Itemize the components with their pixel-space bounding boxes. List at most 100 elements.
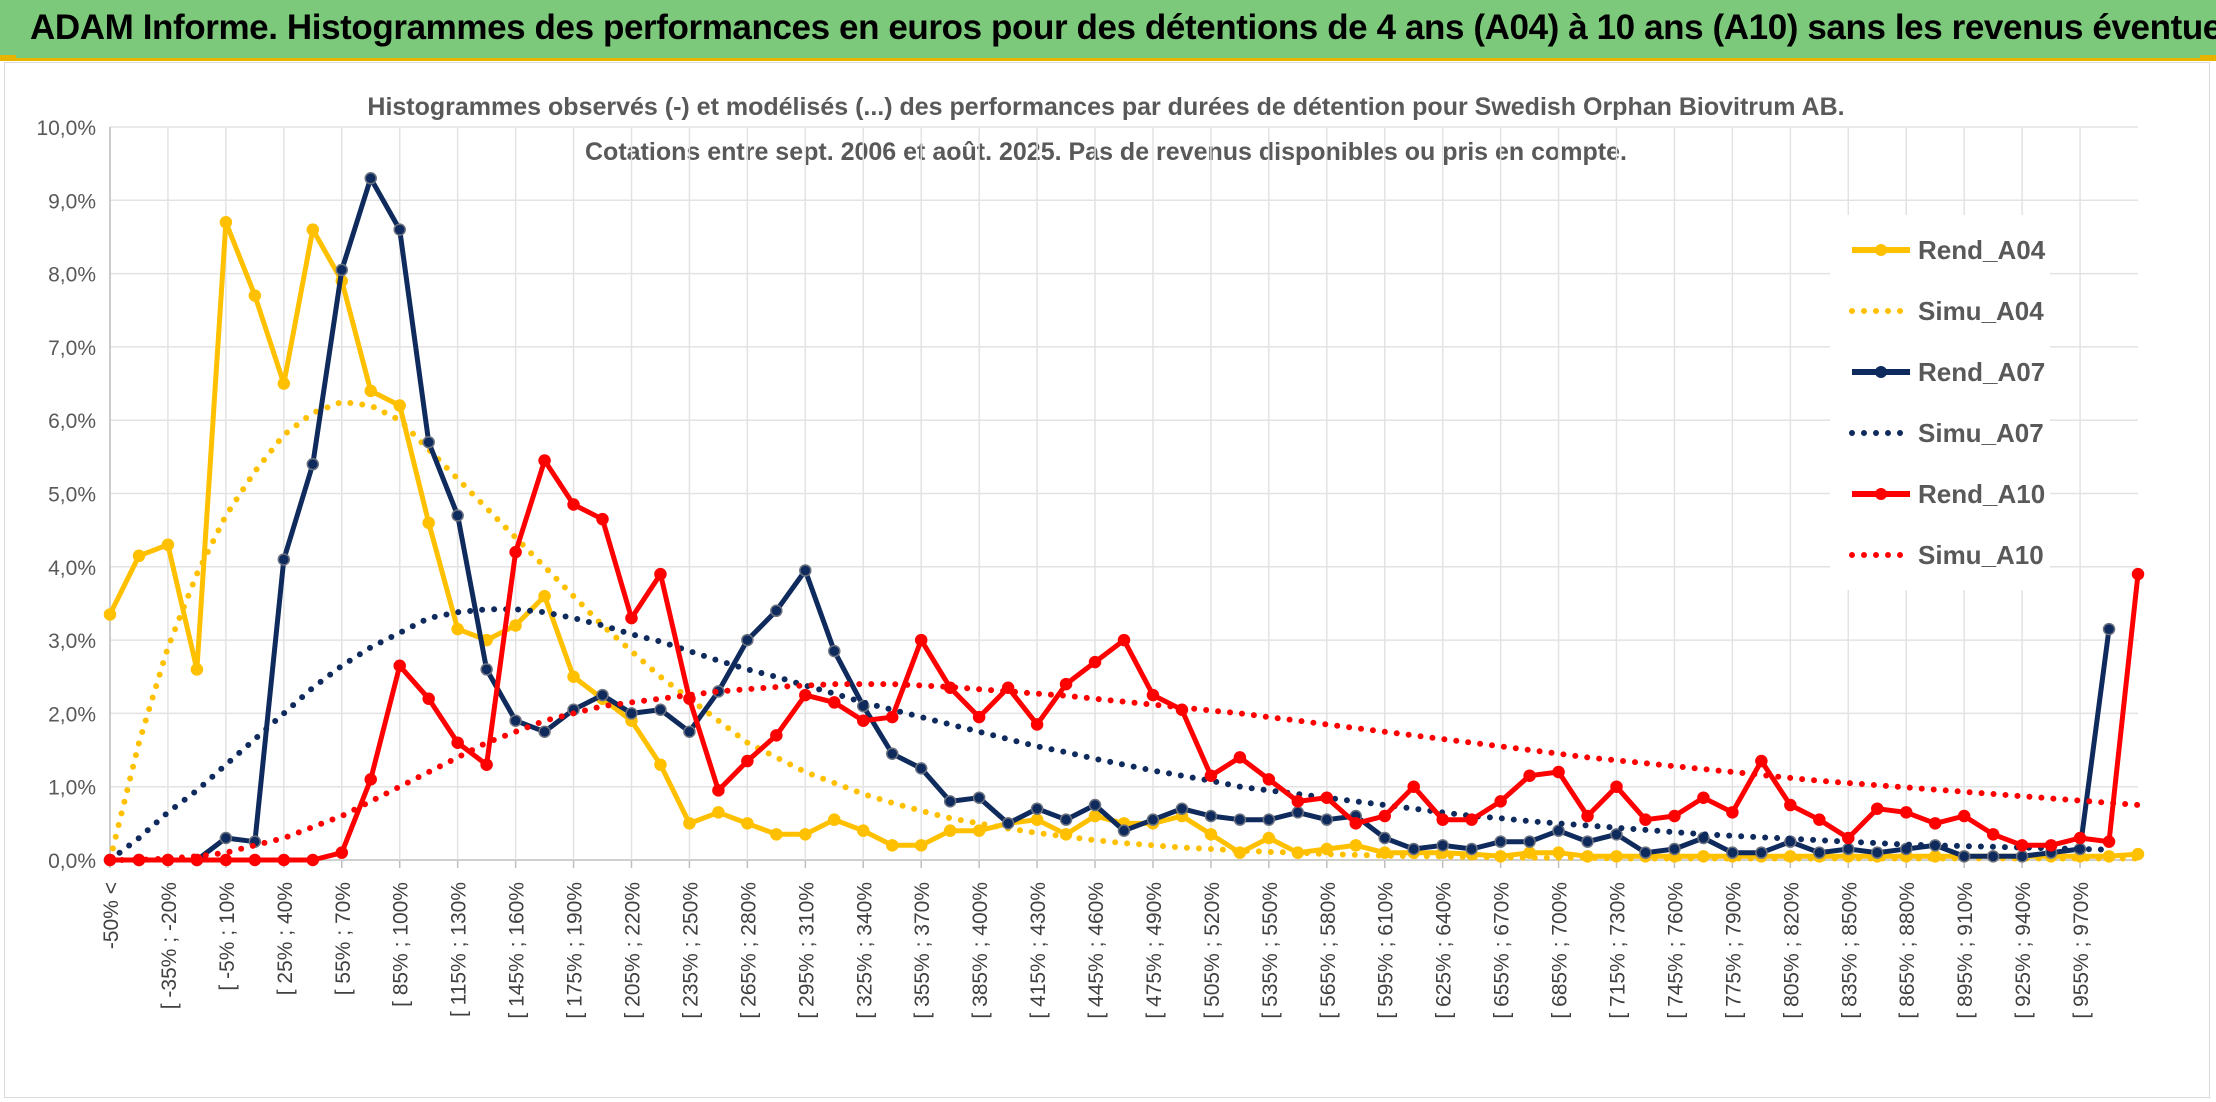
y-tick-label: 2,0% (48, 703, 96, 726)
data-point-rend-a07 (1957, 850, 1971, 863)
y-tick-label: 7,0% (48, 337, 96, 360)
data-point-rend-a07 (306, 457, 320, 471)
x-tick-label: [ 115% ; 130% (448, 882, 471, 1017)
data-point-rend-a10 (1436, 813, 1449, 826)
data-point-rend-a10 (451, 736, 464, 749)
data-point-rend-a04 (509, 619, 522, 632)
data-point-rend-a10 (1233, 751, 1247, 764)
data-point-rend-a07 (596, 688, 609, 702)
data-point-rend-a07 (1523, 835, 1536, 848)
data-point-rend-a10 (828, 696, 841, 709)
x-tick-label: [ 145% ; 160% (506, 882, 529, 1019)
data-point-rend-a04 (248, 289, 262, 302)
x-tick-label: [ 595% ; 610% (1375, 882, 1398, 1019)
data-point-rend-a07 (1465, 842, 1478, 856)
data-point-rend-a07 (538, 725, 551, 738)
y-tick-label: 3,0% (48, 630, 96, 653)
data-point-rend-a10 (1378, 809, 1391, 823)
data-point-rend-a04 (364, 384, 377, 398)
data-point-rend-a04 (451, 622, 464, 636)
data-point-rend-a10 (1842, 831, 1855, 845)
x-tick-label: [ 25% ; 40% (274, 882, 297, 995)
x-tick-label: [ 265% ; 280% (737, 882, 760, 1019)
data-point-rend-a07 (1639, 846, 1652, 859)
header-accent-left (0, 55, 16, 61)
axes: 0,0% 1,0% 2,0% 3,0% 4,0% 5,0% 6,0% 7,0% 8,0% 9,0%… (36, 117, 2093, 1019)
data-point-rend-a07 (1436, 839, 1449, 852)
x-tick-label: [ 715% ; 730% (1607, 882, 1630, 1019)
data-point-rend-a10 (1146, 688, 1160, 702)
data-point-rend-a04 (1204, 828, 1218, 841)
y-tick-label: 9,0% (48, 190, 96, 213)
data-point-rend-a07 (1668, 842, 1681, 856)
data-point-rend-a07 (393, 223, 406, 236)
data-point-rend-a07 (1175, 802, 1189, 815)
data-point-rend-a07 (2015, 850, 2029, 863)
legend-background (1830, 215, 2050, 590)
data-point-rend-a07 (509, 714, 522, 727)
data-point-rend-a04 (885, 839, 899, 852)
data-point-rend-a07 (654, 703, 667, 716)
data-point-rend-a04 (828, 813, 841, 826)
data-point-rend-a10 (1523, 769, 1536, 782)
data-point-rend-a10 (509, 545, 522, 559)
x-tick-label: [ 745% ; 760% (1664, 882, 1687, 1019)
header-bar: ADAM Informe. Histogrammes des performan… (0, 0, 2216, 61)
x-tick-label: [ 295% ; 310% (795, 882, 818, 1019)
data-point-rend-a04 (1262, 831, 1276, 845)
data-point-rend-a07 (972, 791, 986, 804)
data-point-rend-a04 (712, 806, 725, 819)
data-point-rend-a10 (1668, 809, 1681, 823)
data-point-rend-a07 (1755, 846, 1768, 859)
x-tick-label: [ 535% ; 550% (1259, 882, 1282, 1019)
data-point-rend-a07 (1378, 831, 1391, 845)
x-tick-label: [ 325% ; 340% (853, 882, 876, 1019)
data-point-rend-a04 (1030, 813, 1044, 826)
data-point-rend-a07 (1813, 846, 1826, 859)
data-point-rend-a10 (596, 512, 609, 526)
data-point-rend-a07 (1204, 809, 1218, 823)
data-point-rend-a04 (219, 216, 233, 229)
data-point-rend-a07 (1407, 842, 1420, 856)
x-tick-label: [ 445% ; 460% (1085, 882, 1108, 1019)
data-point-rend-a04 (1349, 839, 1363, 852)
data-point-rend-a10 (857, 714, 870, 727)
data-point-rend-a07 (885, 747, 899, 760)
data-point-rend-a10 (1986, 828, 2000, 841)
x-tick-label: [ 355% ; 370% (911, 882, 934, 1019)
data-point-rend-a10 (1784, 798, 1797, 812)
legend-label-rend-a10: Rend_A10 (1918, 479, 2045, 509)
y-tick-label: 1,0% (48, 777, 96, 800)
data-point-rend-a10 (480, 758, 493, 771)
x-tick-label: [ 955% ; 970% (2070, 882, 2093, 1019)
data-point-rend-a10 (393, 659, 406, 673)
data-point-rend-a07 (1552, 824, 1565, 837)
data-point-rend-a07 (1610, 828, 1623, 841)
data-point-rend-a04 (741, 817, 754, 830)
data-point-rend-a10 (1262, 773, 1276, 786)
data-point-rend-a10 (1465, 813, 1478, 826)
legend-marker-rend-a10 (1875, 488, 1887, 500)
data-point-rend-a07 (1871, 846, 1884, 859)
data-point-rend-a04 (770, 828, 783, 841)
data-point-rend-a10 (1030, 718, 1044, 731)
data-point-rend-a10 (972, 710, 986, 724)
data-point-rend-a07 (683, 725, 696, 738)
data-point-rend-a10 (1552, 765, 1565, 779)
y-tick-label: 8,0% (48, 264, 96, 287)
x-tick-label: [ 235% ; 250% (679, 882, 702, 1019)
data-point-rend-a07 (1088, 798, 1102, 812)
data-point-rend-a04 (654, 758, 667, 771)
data-point-rend-a07 (1030, 802, 1044, 815)
data-point-rend-a10 (1407, 780, 1420, 793)
data-point-rend-a10 (1726, 806, 1739, 819)
data-point-rend-a10 (914, 633, 928, 647)
data-point-rend-a10 (1204, 769, 1218, 782)
x-tick-label: [ 205% ; 220% (621, 882, 644, 1019)
x-tick-label: [ 835% ; 850% (1838, 882, 1861, 1019)
x-tick-label: [ 925% ; 940% (2012, 882, 2035, 1019)
data-point-rend-a10 (248, 853, 262, 867)
data-point-rend-a10 (1639, 813, 1652, 826)
data-point-rend-a10 (277, 853, 291, 867)
data-point-rend-a04 (567, 670, 580, 683)
